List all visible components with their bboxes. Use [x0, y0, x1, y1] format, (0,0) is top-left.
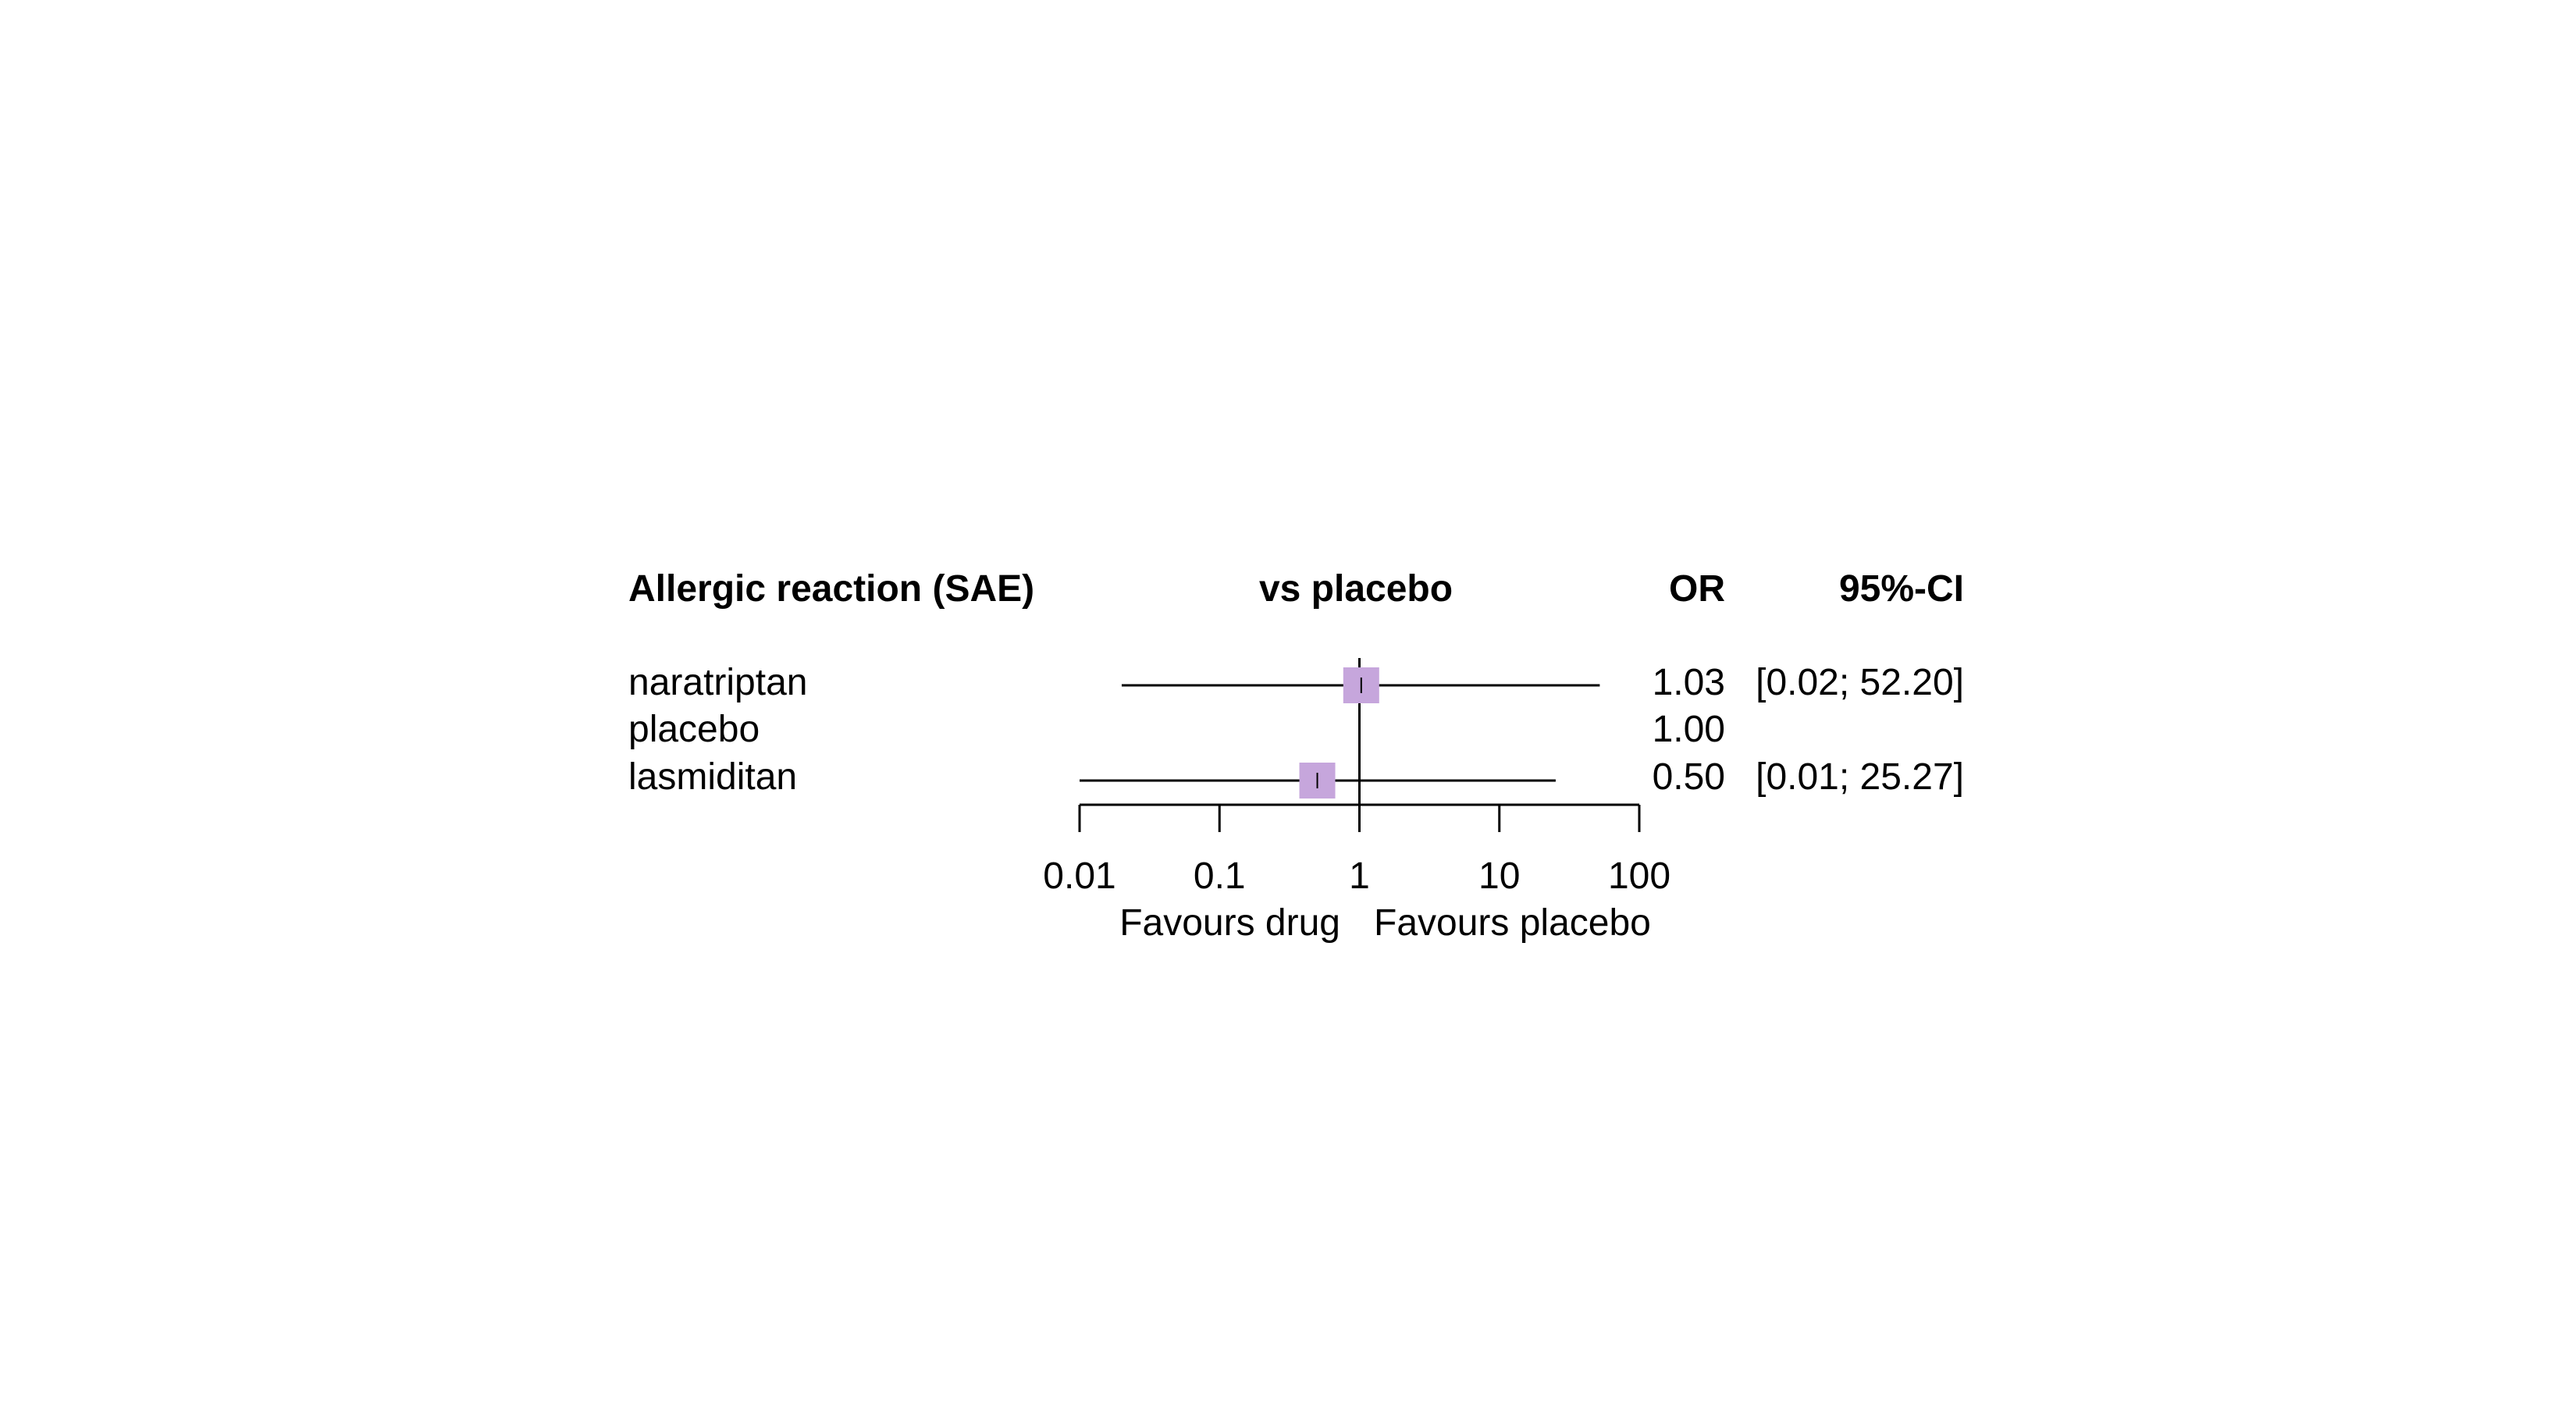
or-value-lasmiditan: 0.50: [1653, 756, 1725, 798]
x-tick-label: 0.1: [1194, 855, 1246, 897]
row-label-naratriptan: naratriptan: [628, 662, 807, 703]
ci-value-lasmiditan: [0.01; 25.27]: [1756, 756, 1964, 798]
row-label-placebo: placebo: [628, 709, 760, 750]
forest-marks: [1080, 658, 1600, 805]
x-tick-label: 0.01: [1043, 855, 1115, 897]
x-tick-label: 100: [1608, 855, 1670, 897]
row-label-lasmiditan: lasmiditan: [628, 756, 797, 798]
x-tick-label: 10: [1478, 855, 1520, 897]
comparison-header: vs placebo: [1259, 568, 1453, 610]
or-column-header: OR: [1669, 568, 1725, 610]
ci-value-naratriptan: [0.02; 52.20]: [1756, 662, 1964, 703]
or-value-naratriptan: 1.03: [1653, 662, 1725, 703]
or-value-placebo: 1.00: [1653, 709, 1725, 750]
favours-drug-label: Favours drug: [1119, 902, 1340, 944]
favours-placebo-label: Favours placebo: [1374, 902, 1651, 944]
x-tick-label: 1: [1349, 855, 1370, 897]
x-axis: 0.01 0.1 1 10 100: [1043, 803, 1670, 897]
ci-column-header: 95%-CI: [1839, 568, 1964, 610]
plot-title: Allergic reaction (SAE): [628, 568, 1034, 610]
